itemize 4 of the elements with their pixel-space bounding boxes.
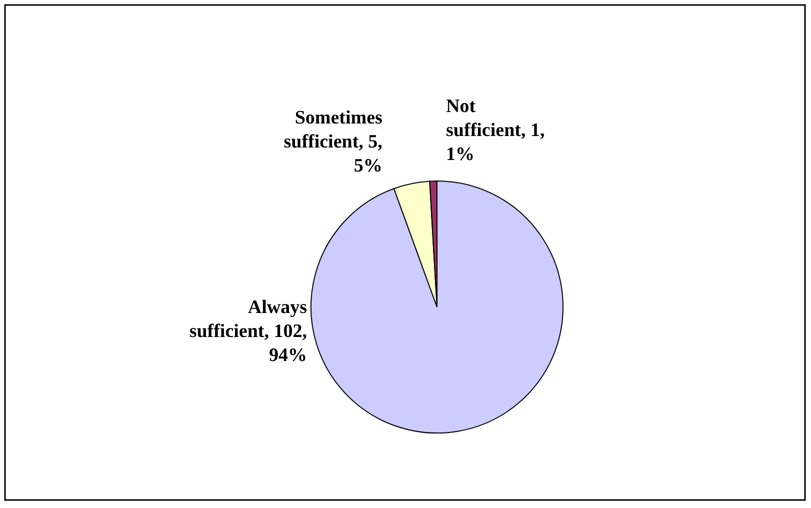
pie-slice xyxy=(310,180,564,434)
slice-label: Not sufficient, 1, 1% xyxy=(446,96,545,166)
slice-label: Always sufficient, 102, 94% xyxy=(189,297,308,366)
slice-label: Sometimes sufficient, 5, 5% xyxy=(284,108,383,177)
